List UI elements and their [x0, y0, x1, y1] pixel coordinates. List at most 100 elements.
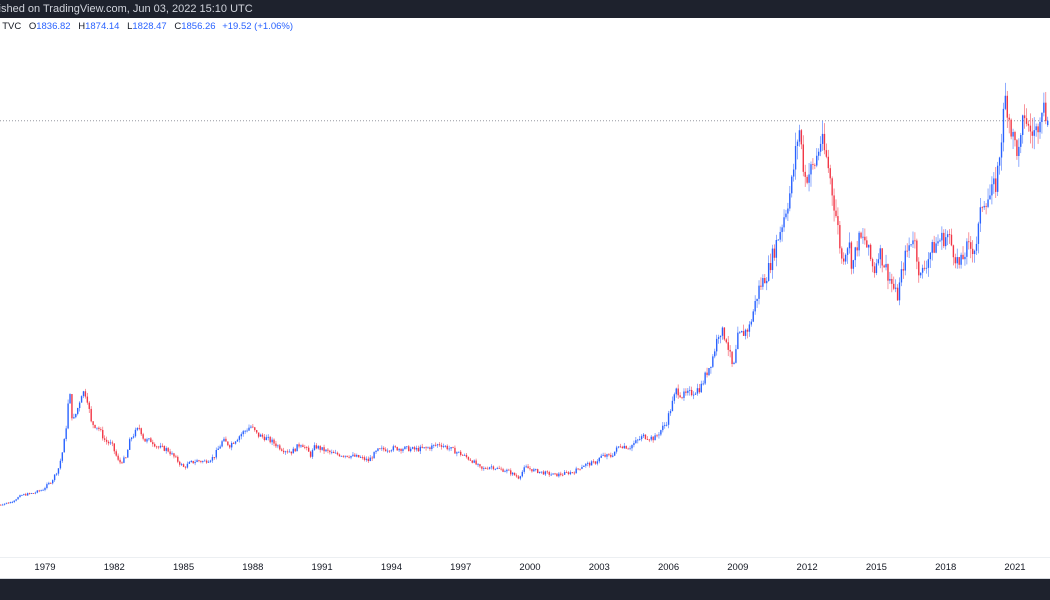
candle-up [715, 338, 718, 352]
candle-up [34, 492, 37, 494]
candle-down [140, 428, 142, 435]
candle-down [835, 210, 837, 217]
x-tick-label: 2009 [727, 562, 749, 573]
candle-down [831, 178, 833, 196]
candle-down [273, 439, 275, 444]
candle-up [993, 178, 995, 185]
candle-down [1029, 125, 1032, 132]
candle-up [69, 394, 71, 404]
candle-down [804, 171, 806, 177]
candle-up [519, 476, 522, 479]
candle-up [238, 436, 241, 440]
candle-down [7, 502, 10, 504]
candle-down [914, 240, 916, 242]
x-tick-label: 2018 [935, 562, 957, 573]
candle-down [1025, 118, 1028, 124]
candle-down [306, 447, 308, 448]
candle-up [334, 452, 337, 454]
candle-down [213, 457, 216, 458]
candle-down [32, 493, 35, 494]
candle-up [791, 176, 793, 194]
candle-up [78, 402, 81, 409]
candle-down [560, 473, 562, 475]
candle-up [533, 469, 535, 472]
candle-up [404, 446, 406, 450]
candle-down [269, 436, 271, 443]
candle-up [215, 449, 217, 458]
candle-down [467, 457, 470, 460]
candle-up [635, 440, 637, 444]
candle-up [721, 327, 724, 336]
candle-down [388, 450, 391, 452]
candle-down [363, 457, 366, 460]
candle-down [806, 176, 808, 183]
candle-down [968, 241, 970, 243]
candle-up [284, 451, 287, 453]
candle-up [862, 236, 864, 238]
candle-down [823, 133, 826, 151]
candle-up [207, 461, 210, 463]
candle-up [375, 450, 377, 453]
candle-down [298, 444, 300, 447]
candle-down [438, 444, 441, 446]
candle-up [821, 133, 824, 144]
candle-up [1035, 126, 1037, 131]
candle-down [1037, 126, 1039, 133]
candle-up [789, 193, 791, 209]
candle-up [271, 439, 273, 443]
candle-up [288, 451, 291, 453]
candle-down [592, 461, 595, 463]
candle-up [767, 263, 770, 281]
candle-down [918, 261, 920, 276]
candle-up [244, 430, 246, 432]
candle-down [648, 439, 651, 441]
candle-up [321, 447, 323, 450]
candle-up [563, 472, 566, 475]
candle-down [138, 427, 141, 429]
candle-up [3, 503, 6, 505]
x-tick-label: 1994 [380, 562, 402, 573]
candle-up [46, 484, 48, 488]
candle-down [332, 451, 335, 454]
candle-down [893, 283, 895, 289]
candle-down [100, 429, 102, 430]
candle-up [217, 448, 219, 450]
candle-up [692, 394, 695, 396]
candle-down [677, 388, 679, 396]
candle-down [827, 156, 830, 169]
candle-up [61, 452, 64, 461]
candle-up [386, 450, 389, 452]
candle-up [277, 445, 279, 447]
candle-down [729, 349, 731, 352]
candle-down [28, 493, 31, 495]
candle-up [442, 446, 445, 447]
candle-up [67, 403, 69, 429]
candle-down [627, 448, 629, 450]
candle-up [53, 474, 56, 481]
candle-down [837, 216, 839, 226]
candlestick-chart[interactable] [0, 0, 1050, 557]
candle-up [979, 207, 982, 224]
candle-down [527, 466, 529, 469]
time-axis[interactable]: 1979 1982 1985 1988 1991 1994 1997 2000 2003 2006… [0, 557, 1050, 580]
candle-down [916, 240, 918, 262]
candle-up [194, 462, 196, 464]
candle-down [475, 460, 477, 465]
candle-down [98, 427, 100, 430]
candle-up [392, 446, 395, 451]
candle-up [779, 232, 781, 240]
candle-up [159, 445, 162, 448]
candle-down [152, 442, 154, 445]
candle-down [610, 454, 612, 457]
candle-down [102, 429, 104, 439]
candle-up [250, 426, 252, 428]
x-tick-label: 1991 [311, 562, 333, 573]
candle-down [829, 168, 831, 179]
candle-up [877, 259, 880, 264]
candle-down [995, 178, 997, 192]
candle-down [515, 475, 518, 477]
candle-up [983, 205, 985, 208]
candle-up [633, 443, 635, 446]
candle-up [431, 445, 433, 450]
candle-down [425, 447, 427, 449]
